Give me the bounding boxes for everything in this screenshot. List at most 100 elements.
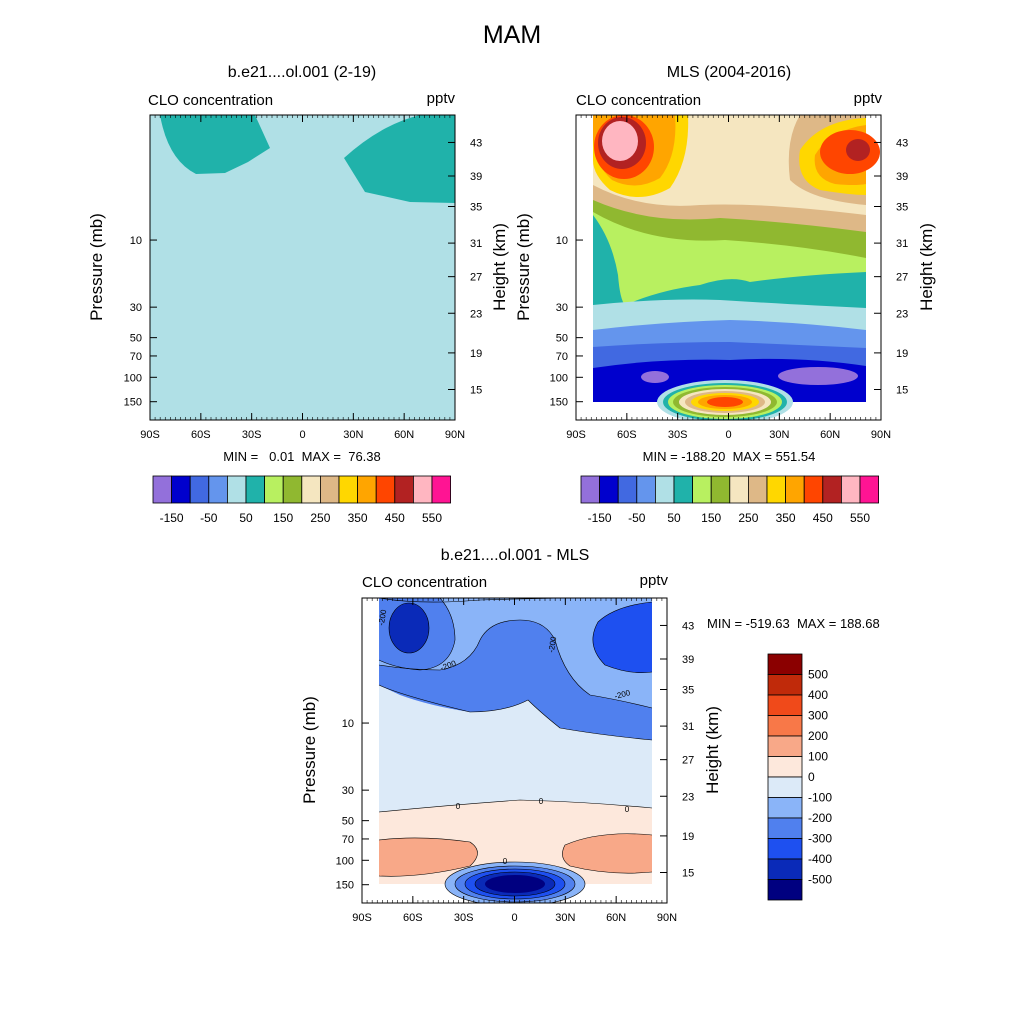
colorbar-swatch xyxy=(208,475,228,504)
contour-label: 0 xyxy=(539,797,544,806)
y-tick-label: 150 xyxy=(550,397,568,409)
x-tick-label: 0 xyxy=(725,429,731,441)
colorbar-swatch xyxy=(282,475,303,504)
colorbar-swatch xyxy=(785,475,805,504)
colorbar-swatch xyxy=(301,475,321,504)
colorbar-swatch xyxy=(767,817,803,839)
panel-difference-axes: 90S 60S 30S 0 30N 60N 90N103050701001504339353… xyxy=(336,598,694,924)
colorbar-swatch xyxy=(767,776,803,798)
panel-mls-units: pptv xyxy=(854,90,883,107)
colorbar-swatch xyxy=(767,735,803,757)
colorbar-swatch xyxy=(152,475,173,504)
colorbar-swatch xyxy=(822,475,842,504)
y-tick-label: 70 xyxy=(556,351,568,363)
colorbar-swatch xyxy=(767,756,803,778)
colorbar-label: 250 xyxy=(310,511,330,525)
y-tick-label: 150 xyxy=(336,880,354,892)
y-tick-label: 10 xyxy=(556,235,568,247)
panel-mls-minmax: MIN = -188.20 MAX = 551.54 xyxy=(643,449,816,464)
y-tick-label: 70 xyxy=(130,351,142,363)
y-right-tick-label: 15 xyxy=(470,385,482,397)
x-tick-label: 60N xyxy=(820,429,840,441)
contour-label: -200 xyxy=(613,688,631,701)
colorbar-label: -150 xyxy=(588,511,612,525)
colorbar-label: 500 xyxy=(808,668,828,682)
panel-model-ylabel-right: Height (km) xyxy=(490,223,509,311)
colorbar-swatch xyxy=(767,674,803,696)
colorbar-label: 550 xyxy=(850,511,870,525)
colorbar-swatch xyxy=(319,475,340,504)
panel-model-units: pptv xyxy=(427,90,456,107)
y-right-tick-label: 31 xyxy=(470,238,482,250)
colorbar-swatch xyxy=(766,475,787,504)
field-region-north-100-200 xyxy=(562,833,652,874)
x-tick-label: 0 xyxy=(299,429,305,441)
y-tick-label: 30 xyxy=(556,302,568,314)
field-region-equatorial-minimum xyxy=(495,624,522,645)
panel-model-minmax: MIN = 0.01 MAX = 76.38 xyxy=(223,449,381,464)
colorbar-label: 400 xyxy=(808,688,828,702)
colorbar-swatch xyxy=(245,475,266,504)
field-region-neg200-neg150-south xyxy=(641,371,669,383)
colorbar-swatch xyxy=(226,475,247,504)
x-tick-label: 60S xyxy=(403,912,423,924)
panel-model: b.e21....ol.001 (2-19) CLO concentration… xyxy=(87,64,509,525)
colorbar-label: -100 xyxy=(808,791,832,805)
field-lower-negative-arcs xyxy=(445,862,585,903)
x-tick-label: 90S xyxy=(566,429,586,441)
field-region-equatorial-dip xyxy=(700,142,745,165)
contour-label: -200 xyxy=(377,608,389,626)
colorbar-swatch xyxy=(859,475,880,504)
field-north-polar-maximum xyxy=(788,115,880,205)
y-right-tick-label: 23 xyxy=(682,791,694,803)
colorbar-label: 50 xyxy=(667,511,681,525)
y-right-tick-label: 19 xyxy=(896,348,908,360)
colorbar-label: 50 xyxy=(239,511,253,525)
colorbar-swatch xyxy=(767,694,803,716)
colorbar-label: 300 xyxy=(808,709,828,723)
x-tick-label: 30N xyxy=(343,429,363,441)
x-tick-label: 60S xyxy=(617,429,637,441)
panel-model-title: b.e21....ol.001 (2-19) xyxy=(228,64,377,81)
panel-difference: b.e21....ol.001 - MLS CLO concentration … xyxy=(300,547,880,924)
colorbar-label: 250 xyxy=(738,511,758,525)
y-right-tick-label: 31 xyxy=(896,238,908,250)
y-right-tick-label: 43 xyxy=(682,620,694,632)
x-tick-label: 30S xyxy=(668,429,688,441)
y-tick-label: 100 xyxy=(336,855,354,867)
y-right-tick-label: 19 xyxy=(682,831,694,843)
y-right-tick-label: 23 xyxy=(470,308,482,320)
colorbar-swatch xyxy=(710,475,731,504)
x-tick-label: 90S xyxy=(352,912,372,924)
colorbar-label: -150 xyxy=(160,511,184,525)
colorbar-label: -50 xyxy=(200,511,218,525)
y-right-tick-label: 39 xyxy=(682,654,694,666)
colorbar-swatch xyxy=(655,475,675,504)
x-tick-label: 0 xyxy=(511,912,517,924)
y-tick-label: 150 xyxy=(124,397,142,409)
y-right-tick-label: 19 xyxy=(470,348,482,360)
panel-mls-field xyxy=(593,115,880,420)
x-tick-label: 30S xyxy=(454,912,474,924)
x-tick-label: 90N xyxy=(657,912,677,924)
x-tick-label: 30N xyxy=(769,429,789,441)
colorbar-swatch xyxy=(357,475,377,504)
colorbar-swatch xyxy=(841,475,861,504)
panel-difference-ylabel-right: Height (km) xyxy=(703,706,722,794)
x-tick-label: 60N xyxy=(394,429,414,441)
colorbar-swatch xyxy=(767,858,803,880)
field-region-50-100-north xyxy=(344,115,455,203)
y-tick-label: 70 xyxy=(342,834,354,846)
field-region-south-neg400 xyxy=(389,603,429,653)
y-tick-label: 50 xyxy=(342,816,354,828)
panel-mls-variable-label: CLO concentration xyxy=(576,92,701,109)
y-right-tick-label: 39 xyxy=(470,171,482,183)
field-region-north-neg300 xyxy=(592,602,652,673)
field-region-neg200-neg150-north xyxy=(778,367,858,385)
y-right-tick-label: 31 xyxy=(682,721,694,733)
x-tick-label: 90S xyxy=(140,429,160,441)
colorbar-swatch xyxy=(338,475,359,504)
panel-model-ylabel: Pressure (mb) xyxy=(87,213,106,321)
colorbar-label: 350 xyxy=(348,511,368,525)
y-tick-label: 100 xyxy=(550,372,568,384)
